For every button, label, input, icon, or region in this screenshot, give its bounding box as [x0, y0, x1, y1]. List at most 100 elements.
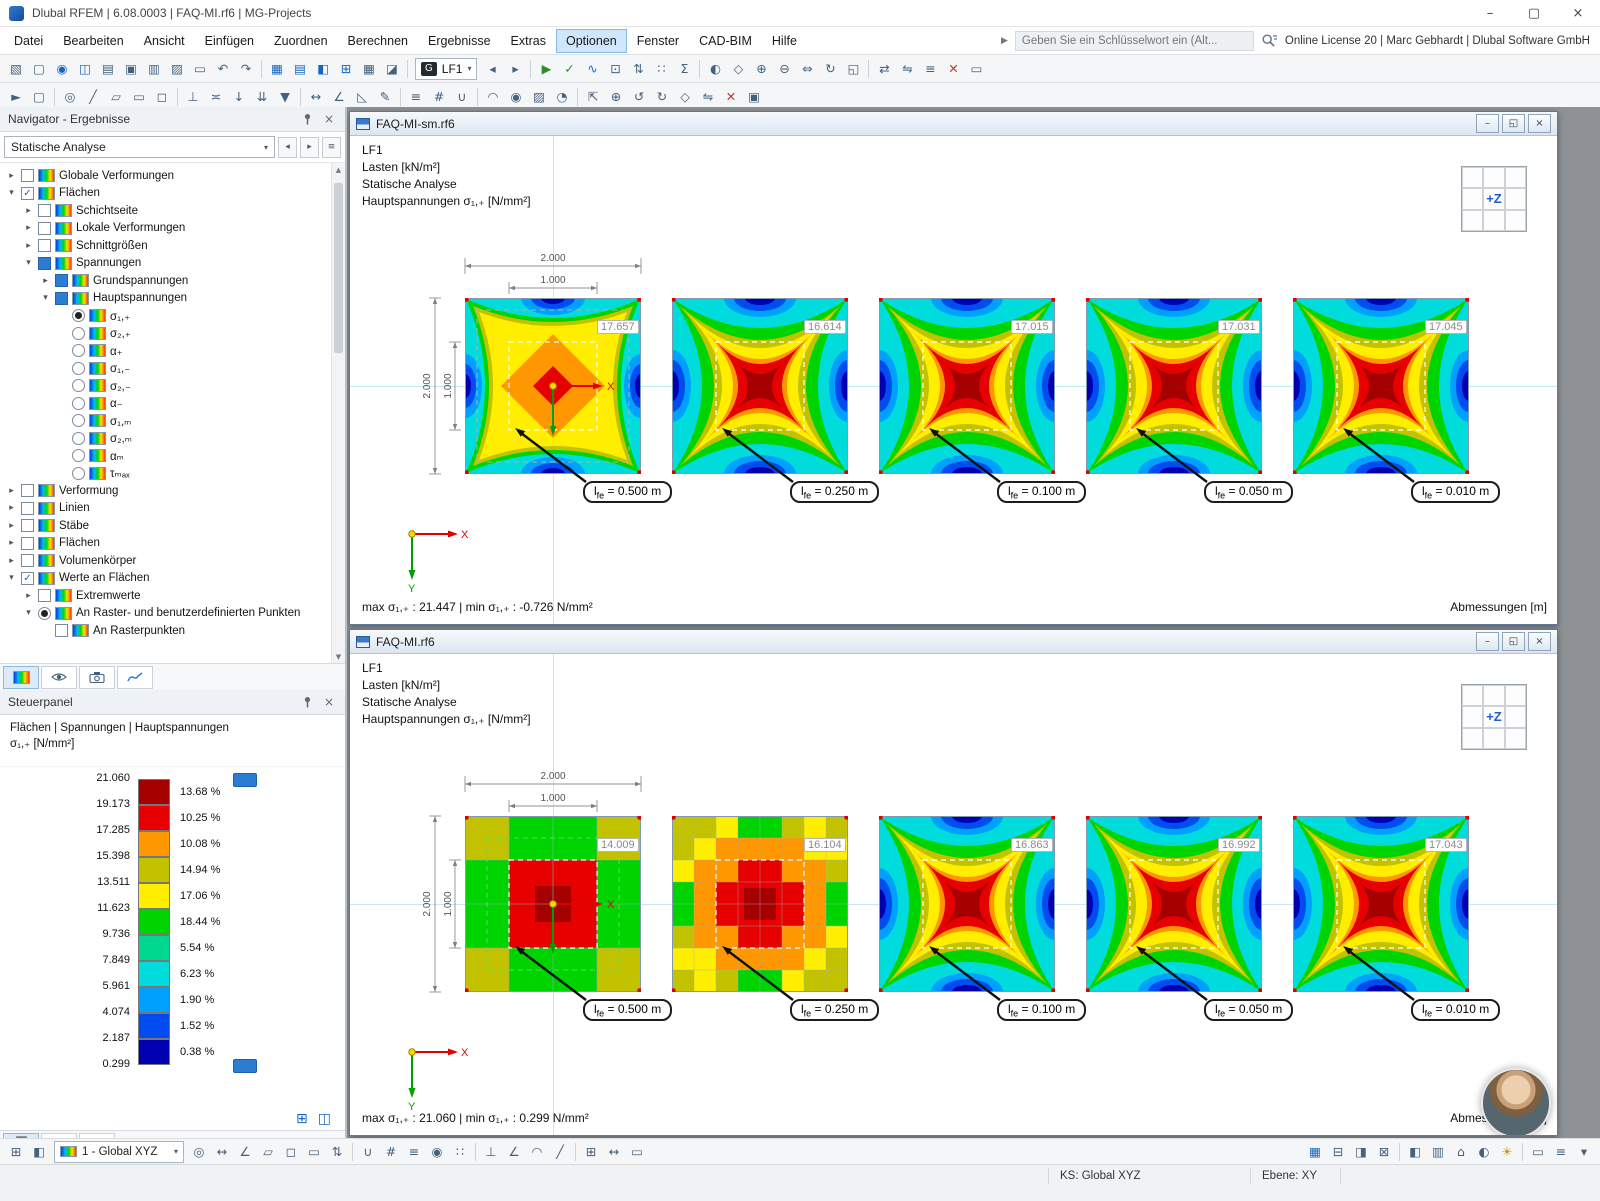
- hinge-icon[interactable]: ≍: [210, 89, 222, 104]
- collapse-icon[interactable]: ▾: [26, 608, 31, 619]
- tree-item[interactable]: ▸ Volumenkörper: [0, 552, 345, 570]
- tree-item[interactable]: σ₁,ₘ: [0, 412, 345, 430]
- visibility-icon[interactable]: ◉: [510, 89, 522, 104]
- cs-settings-icon[interactable]: ◧: [33, 1144, 45, 1159]
- intersection-snap-icon[interactable]: ╱: [556, 1144, 564, 1159]
- zoom-out-icon[interactable]: ⊖: [779, 61, 790, 76]
- checkbox[interactable]: [21, 484, 34, 498]
- copy-icon[interactable]: ▨: [171, 61, 183, 76]
- child-restore-button[interactable]: ◱: [1502, 114, 1525, 133]
- checkbox[interactable]: [55, 274, 68, 288]
- delete-icon[interactable]: ✕: [948, 61, 959, 76]
- mesh-size-callout[interactable]: lfe = 0.050 m: [1204, 481, 1294, 504]
- fit-view-icon[interactable]: ⇱: [587, 89, 599, 104]
- new-window-icon[interactable]: ⊞: [340, 61, 352, 76]
- next-result-button[interactable]: ▸: [300, 136, 319, 158]
- scroll-down-icon[interactable]: ▼: [335, 652, 342, 661]
- mesh-size-callout[interactable]: lfe = 0.050 m: [1204, 999, 1294, 1022]
- menu-item-extras[interactable]: Extras: [510, 33, 546, 48]
- tree-item[interactable]: ▸ Schnittgrößen: [0, 237, 345, 255]
- checkbox[interactable]: [21, 554, 34, 568]
- dimension-icon[interactable]: ↔: [310, 89, 322, 104]
- comments-icon[interactable]: ▭: [631, 1144, 643, 1159]
- previous-view-icon[interactable]: ◱: [847, 61, 860, 76]
- panel-options-icon[interactable]: ⊞: [296, 1111, 308, 1127]
- tab-views[interactable]: [79, 665, 115, 689]
- document-window-faq-mi[interactable]: FAQ-MI.rf6 – ◱ × LF1 Lasten [kN/m²] Stat…: [349, 629, 1558, 1136]
- line-grid-icon[interactable]: ⊞: [585, 1144, 597, 1159]
- expand-icon[interactable]: ▸: [9, 520, 14, 531]
- radio-button[interactable]: [38, 606, 51, 620]
- display-properties-icon[interactable]: ▨: [533, 89, 545, 104]
- tree-item[interactable]: ▸ Lokale Verformungen: [0, 220, 345, 238]
- point-snap-icon[interactable]: ∷: [456, 1144, 464, 1159]
- ortho-icon[interactable]: ⊥: [485, 1144, 497, 1159]
- tab-results-navigator[interactable]: [3, 665, 39, 689]
- child-window-titlebar[interactable]: FAQ-MI-sm.rf6 – ◱ ×: [350, 112, 1557, 136]
- menu-item-fenster[interactable]: Fenster: [636, 33, 680, 48]
- camera-icon[interactable]: ▣: [748, 89, 760, 104]
- opening-icon[interactable]: ▭: [133, 89, 145, 104]
- snap-toggle-icon[interactable]: ∪: [363, 1144, 373, 1159]
- dock-right-icon[interactable]: ◨: [1355, 1144, 1367, 1159]
- viewport[interactable]: LF1 Lasten [kN/m²] Statische Analyse Hau…: [350, 136, 1557, 624]
- tree-item[interactable]: αₘ: [0, 447, 345, 465]
- pin-icon[interactable]: [299, 694, 315, 710]
- tree-item[interactable]: ▸ Globale Verformungen: [0, 167, 345, 185]
- zoom-window-icon[interactable]: ⊕: [610, 89, 622, 104]
- snap-icon[interactable]: ∪: [457, 89, 467, 104]
- tree-item[interactable]: ▸ Linien: [0, 500, 345, 518]
- close-icon[interactable]: ×: [323, 695, 335, 709]
- mesh-size-callout[interactable]: lfe = 0.250 m: [790, 481, 880, 504]
- radio-button[interactable]: [72, 344, 85, 358]
- panel-dock-icon[interactable]: ◫: [317, 1111, 331, 1127]
- tree-item[interactable]: α₋: [0, 395, 345, 413]
- dimension-lines-icon[interactable]: ↔: [608, 1144, 620, 1159]
- radio-button[interactable]: [72, 466, 85, 480]
- stress-contour-plot[interactable]: [672, 816, 848, 992]
- radio-button[interactable]: [72, 361, 85, 375]
- search-expand-icon[interactable]: ▶: [1000, 35, 1008, 46]
- save-icon[interactable]: ▣: [125, 61, 137, 76]
- home-view-icon[interactable]: ⌂: [1457, 1144, 1465, 1159]
- pin-icon[interactable]: [299, 111, 315, 127]
- tree-item[interactable]: ▸ Stäbe: [0, 517, 345, 535]
- area-load-icon[interactable]: ▼: [280, 89, 290, 104]
- printout-report-icon[interactable]: ▭: [194, 61, 206, 76]
- plane-offset-icon[interactable]: ⇅: [331, 1144, 343, 1159]
- expand-icon[interactable]: ▸: [9, 503, 14, 514]
- tree-item[interactable]: ▾ An Raster- und benutzerdefinierten Punk…: [0, 605, 345, 623]
- options-menu-icon[interactable]: ≡: [1555, 1144, 1567, 1159]
- menu-item-ergebnisse[interactable]: Ergebnisse: [428, 33, 491, 48]
- pan-icon[interactable]: ⇔: [802, 61, 813, 76]
- stress-contour-plot[interactable]: [1086, 816, 1262, 992]
- menu-item-datei[interactable]: Datei: [14, 33, 44, 48]
- keyword-search-input[interactable]: [1014, 30, 1254, 51]
- zoom-in-icon[interactable]: ⊕: [756, 61, 767, 76]
- mirror-icon[interactable]: ⇋: [902, 61, 913, 76]
- guidelines-toggle-icon[interactable]: ≡: [408, 1144, 420, 1159]
- mesh-size-callout[interactable]: lfe = 0.010 m: [1411, 481, 1501, 504]
- menu-item-optionen[interactable]: Optionen: [555, 28, 627, 53]
- menu-item-ansicht[interactable]: Ansicht: [143, 33, 185, 48]
- expand-icon[interactable]: ▸: [9, 555, 14, 566]
- tree-item[interactable]: τₘₐₓ: [0, 465, 345, 483]
- tree-item[interactable]: σ₂,₋: [0, 377, 345, 395]
- tree-item[interactable]: ▾ Hauptspannungen: [0, 290, 345, 308]
- bim-manager-icon[interactable]: ◫: [79, 61, 91, 76]
- dock-panel-icon[interactable]: ◧: [317, 61, 329, 76]
- stress-contour-plot[interactable]: X: [465, 816, 641, 992]
- tree-item[interactable]: ▸ Grundspannungen: [0, 272, 345, 290]
- midpoint-snap-icon[interactable]: ◠: [531, 1144, 543, 1159]
- collapse-icon[interactable]: ▾: [26, 258, 31, 269]
- collapse-icon[interactable]: ▾: [9, 573, 14, 584]
- close-button[interactable]: ×: [1572, 5, 1584, 21]
- checkbox[interactable]: [21, 519, 34, 533]
- result-tables-icon[interactable]: ▦: [1309, 1144, 1321, 1159]
- sum-icon[interactable]: Σ: [680, 61, 689, 76]
- extreme-values-icon[interactable]: ⇅: [633, 61, 644, 76]
- child-minimize-button[interactable]: –: [1476, 114, 1499, 133]
- frame-icon[interactable]: ▭: [970, 61, 983, 76]
- radio-button[interactable]: [72, 449, 85, 463]
- checkbox[interactable]: ✓: [21, 186, 34, 200]
